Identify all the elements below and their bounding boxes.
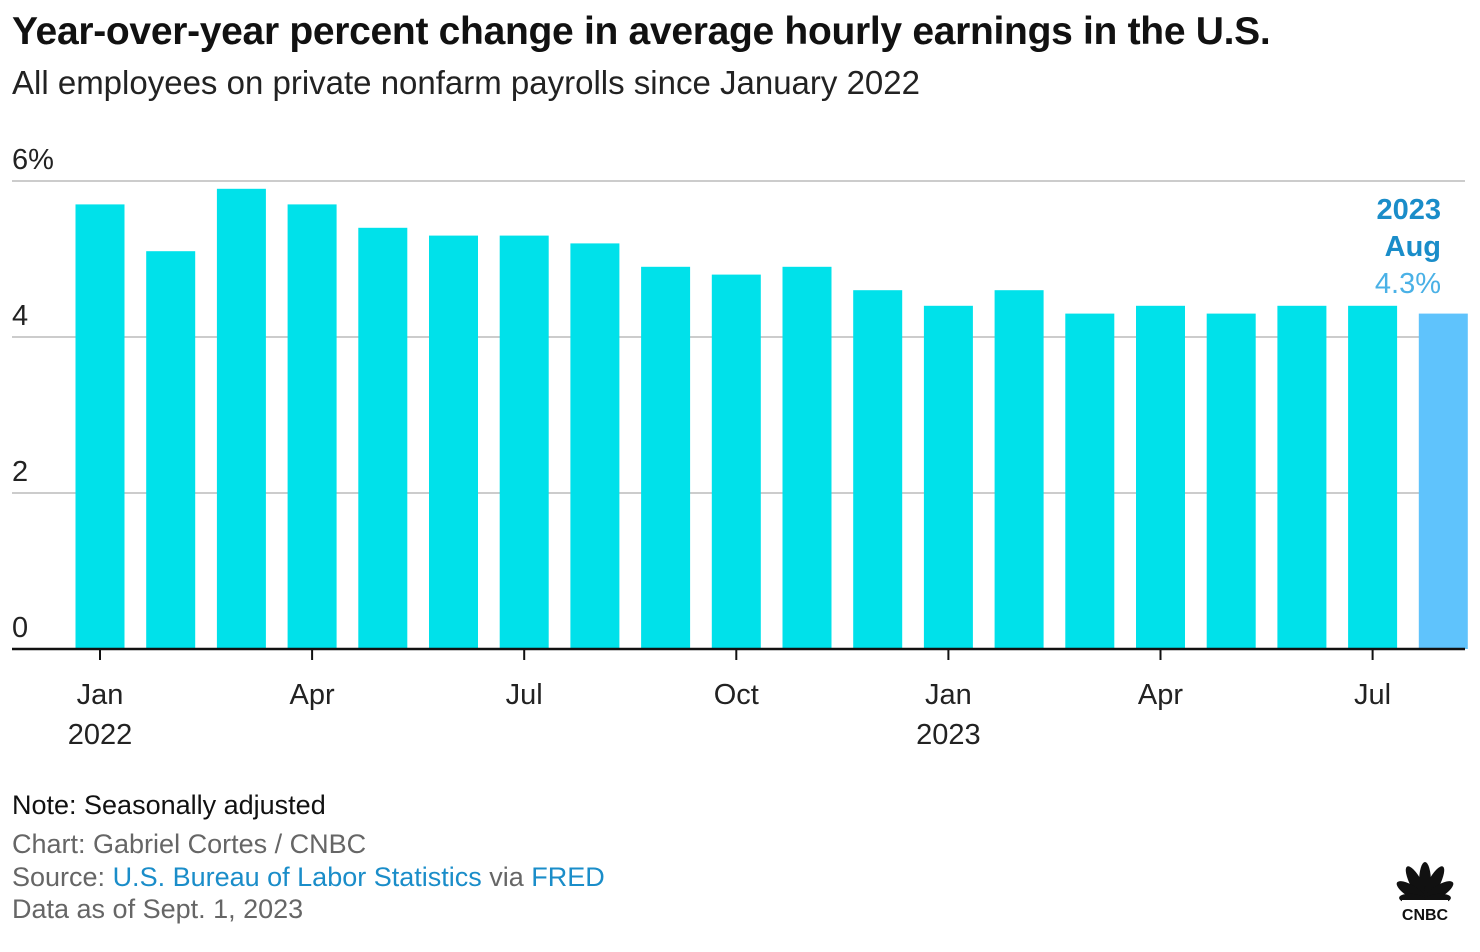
bar [75,204,125,649]
bar [1418,313,1468,649]
cnbc-peacock-logo-icon: CNBC [1396,862,1454,922]
bar [1348,305,1398,649]
bar-chart: 0 2 4 6% Jan 2022 Apr Jul Oct Jan 2023 Apr Jul 2023 Au… [12,144,1468,751]
bar [994,290,1044,649]
bar [782,266,832,649]
bar [853,290,903,649]
annotation-month: Aug [1385,231,1441,263]
x-tick-label: Apr [290,679,335,711]
y-tick-label: 2 [12,456,28,488]
data-as-of: Data as of Sept. 1, 2023 [12,894,304,924]
x-tick-label: Jul [506,679,543,711]
x-tick-label: Jul [1354,679,1391,711]
bar [499,235,549,649]
x-tick-label: Oct [714,679,759,711]
y-tick-label: 0 [12,612,28,644]
bar [287,204,337,649]
chart-title: Year-over-year percent change in average… [12,10,1271,53]
x-tick-label: Apr [1138,679,1183,711]
bar [146,251,196,649]
bar [216,188,266,650]
bar [923,305,973,649]
bar [1277,305,1327,649]
bar [1136,305,1185,649]
bar [711,274,761,649]
cnbc-logo-text: CNBC [1402,907,1449,922]
bar [641,266,691,649]
bar [429,235,478,649]
annotation-year: 2023 [1376,194,1441,226]
y-tick-label: 4 [12,300,28,332]
x-tick-label: Jan [77,679,124,711]
footnote: Note: Seasonally adjusted [12,790,326,820]
annotation-value: 4.3% [1375,268,1441,300]
source-via: via [481,862,532,892]
bar [570,243,620,649]
chart-credit: Chart: Gabriel Cortes / CNBC [12,829,367,859]
y-tick-label: 6% [12,144,54,176]
bar [1065,313,1115,649]
bar [358,227,408,650]
x-tick-year-label: 2022 [68,719,133,751]
source-link-fred[interactable]: FRED [531,862,605,892]
bar [1206,313,1256,649]
source-link-bls[interactable]: U.S. Bureau of Labor Statistics [112,862,482,892]
chart-subtitle: All employees on private nonfarm payroll… [12,64,920,101]
source-prefix: Source: [12,862,113,892]
x-tick-year-label: 2023 [916,719,981,751]
x-tick-label: Jan [925,679,972,711]
source-line: Source: U.S. Bureau of Labor Statistics … [12,862,605,893]
